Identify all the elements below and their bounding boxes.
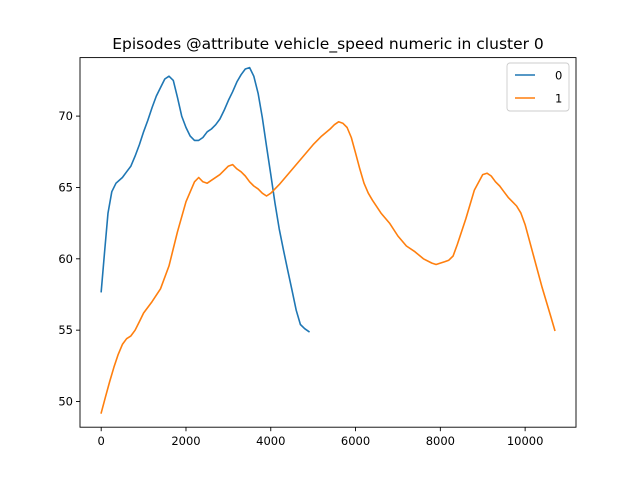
plot-frame xyxy=(79,57,577,428)
x-tick-label: 4000 xyxy=(256,434,285,448)
chart-title: Episodes @attribute vehicle_speed numeri… xyxy=(112,35,544,54)
y-tick-label: 65 xyxy=(58,180,73,194)
y-tick-label: 60 xyxy=(58,252,73,266)
series-line-1 xyxy=(100,121,556,414)
y-axis: 50 55 60 65 70 xyxy=(58,109,80,409)
y-tick-label: 55 xyxy=(58,323,73,337)
legend: 0 1 xyxy=(506,62,570,112)
y-tick-label: 50 xyxy=(58,395,73,409)
x-tick-label: 10000 xyxy=(507,434,544,448)
x-tick-label: 8000 xyxy=(426,434,455,448)
series-layer xyxy=(100,66,556,414)
y-tick-label: 70 xyxy=(58,109,73,123)
legend-label-series-0: 0 xyxy=(555,69,562,83)
x-tick-label: 6000 xyxy=(341,434,370,448)
x-axis: 0 2000 4000 6000 8000 10000 xyxy=(98,427,544,448)
x-tick-label: 0 xyxy=(98,434,105,448)
series-line-0 xyxy=(100,66,311,333)
legend-label-series-1: 1 xyxy=(555,92,562,106)
x-tick-label: 2000 xyxy=(171,434,200,448)
